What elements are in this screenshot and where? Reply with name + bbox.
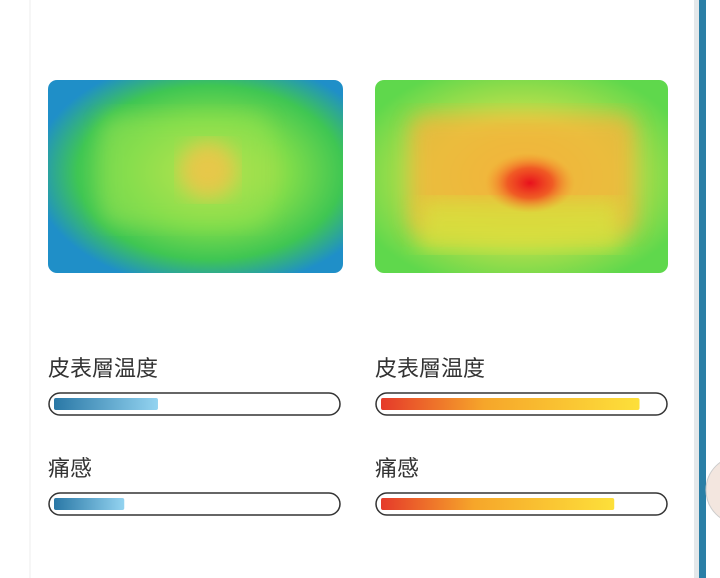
heatmap-right <box>375 80 668 273</box>
metric-label: 痛感 <box>375 457 419 482</box>
bar-fill <box>381 398 640 410</box>
side-strip <box>699 0 706 578</box>
heatmap-left <box>48 80 343 273</box>
metric-label: 痛感 <box>48 457 92 482</box>
scroll-edge <box>694 0 699 578</box>
bar-fill <box>54 398 158 410</box>
side-thumb <box>705 461 720 519</box>
metric-label: 皮表層温度 <box>48 357 158 382</box>
metric-label: 皮表層温度 <box>375 357 485 382</box>
bar-fill <box>381 498 615 510</box>
bar-fill <box>54 498 125 510</box>
